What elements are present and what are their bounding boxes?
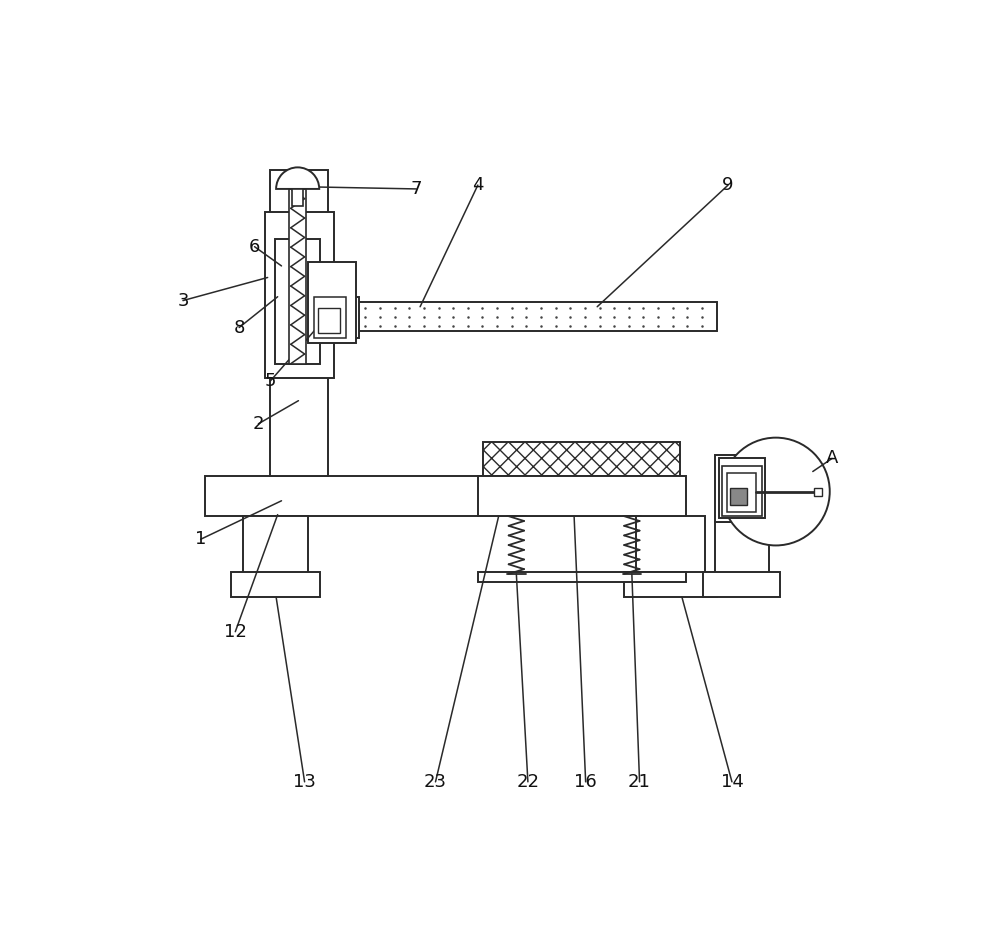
- Text: 21: 21: [628, 773, 651, 791]
- Wedge shape: [276, 168, 319, 188]
- Bar: [314, 297, 346, 338]
- Bar: [483, 443, 680, 476]
- Bar: [231, 572, 320, 597]
- Bar: [624, 572, 717, 597]
- Text: 6: 6: [249, 238, 260, 256]
- Text: A: A: [826, 449, 838, 467]
- Bar: [478, 572, 686, 582]
- Text: 23: 23: [424, 773, 447, 791]
- Bar: [289, 188, 306, 364]
- Text: 5: 5: [264, 372, 276, 390]
- Bar: [636, 516, 705, 574]
- Bar: [730, 488, 747, 506]
- Bar: [318, 308, 340, 333]
- Text: 3: 3: [177, 291, 189, 309]
- Text: 22: 22: [516, 773, 539, 791]
- Bar: [337, 297, 359, 338]
- Bar: [719, 459, 765, 519]
- Bar: [478, 476, 686, 516]
- Text: 7: 7: [411, 180, 422, 198]
- Bar: [308, 262, 356, 343]
- Bar: [243, 516, 308, 574]
- Text: 12: 12: [224, 623, 247, 641]
- Bar: [356, 302, 717, 331]
- Circle shape: [722, 438, 830, 545]
- Bar: [722, 466, 762, 516]
- Text: 4: 4: [472, 176, 484, 194]
- Text: 1: 1: [195, 530, 206, 548]
- Bar: [727, 473, 756, 511]
- Text: 16: 16: [574, 773, 597, 791]
- Bar: [275, 239, 320, 364]
- Bar: [703, 572, 780, 597]
- Bar: [715, 523, 769, 574]
- Bar: [270, 169, 328, 476]
- Bar: [265, 212, 334, 378]
- Text: 13: 13: [293, 773, 316, 791]
- Bar: [292, 188, 303, 206]
- Text: 8: 8: [233, 319, 245, 336]
- Bar: [205, 476, 682, 516]
- Bar: [715, 455, 769, 523]
- Text: 14: 14: [721, 773, 743, 791]
- Text: 9: 9: [722, 176, 734, 194]
- Bar: [814, 488, 822, 496]
- Text: 2: 2: [253, 415, 264, 433]
